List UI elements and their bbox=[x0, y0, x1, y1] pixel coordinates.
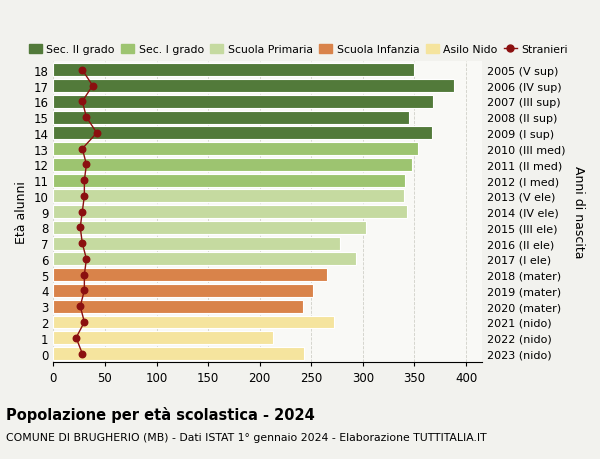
Bar bbox=[53, 64, 415, 77]
Point bbox=[71, 334, 81, 341]
Point bbox=[82, 162, 91, 169]
Point bbox=[76, 224, 85, 232]
Bar bbox=[53, 285, 313, 297]
Point bbox=[77, 208, 87, 216]
Bar bbox=[53, 174, 405, 187]
Point bbox=[80, 287, 89, 295]
Y-axis label: Età alunni: Età alunni bbox=[15, 181, 28, 244]
Point bbox=[77, 98, 87, 106]
Point bbox=[76, 303, 85, 310]
Point bbox=[77, 67, 87, 74]
Bar bbox=[53, 253, 356, 266]
Y-axis label: Anni di nascita: Anni di nascita bbox=[572, 166, 585, 258]
Point bbox=[80, 319, 89, 326]
Bar bbox=[53, 331, 273, 344]
Text: Popolazione per età scolastica - 2024: Popolazione per età scolastica - 2024 bbox=[6, 406, 315, 422]
Bar bbox=[53, 300, 303, 313]
Point bbox=[77, 240, 87, 247]
Bar bbox=[53, 206, 407, 218]
Point bbox=[77, 350, 87, 358]
Bar bbox=[53, 127, 432, 140]
Bar bbox=[53, 158, 412, 172]
Point bbox=[82, 256, 91, 263]
Point bbox=[77, 146, 87, 153]
Bar bbox=[53, 237, 340, 250]
Bar bbox=[53, 347, 304, 360]
Point bbox=[80, 271, 89, 279]
Bar bbox=[53, 112, 409, 124]
Point bbox=[92, 130, 101, 137]
Point bbox=[82, 114, 91, 122]
Legend: Sec. II grado, Sec. I grado, Scuola Primaria, Scuola Infanzia, Asilo Nido, Stran: Sec. II grado, Sec. I grado, Scuola Prim… bbox=[25, 40, 572, 59]
Bar bbox=[53, 190, 404, 203]
Point bbox=[80, 193, 89, 200]
Bar bbox=[53, 95, 433, 109]
Point bbox=[88, 83, 97, 90]
Text: COMUNE DI BRUGHERIO (MB) - Dati ISTAT 1° gennaio 2024 - Elaborazione TUTTITALIA.: COMUNE DI BRUGHERIO (MB) - Dati ISTAT 1°… bbox=[6, 432, 487, 442]
Point bbox=[80, 177, 89, 185]
Bar bbox=[53, 316, 334, 329]
Bar bbox=[53, 222, 366, 235]
Bar bbox=[53, 80, 454, 93]
Bar bbox=[53, 269, 327, 281]
Bar bbox=[53, 143, 418, 156]
